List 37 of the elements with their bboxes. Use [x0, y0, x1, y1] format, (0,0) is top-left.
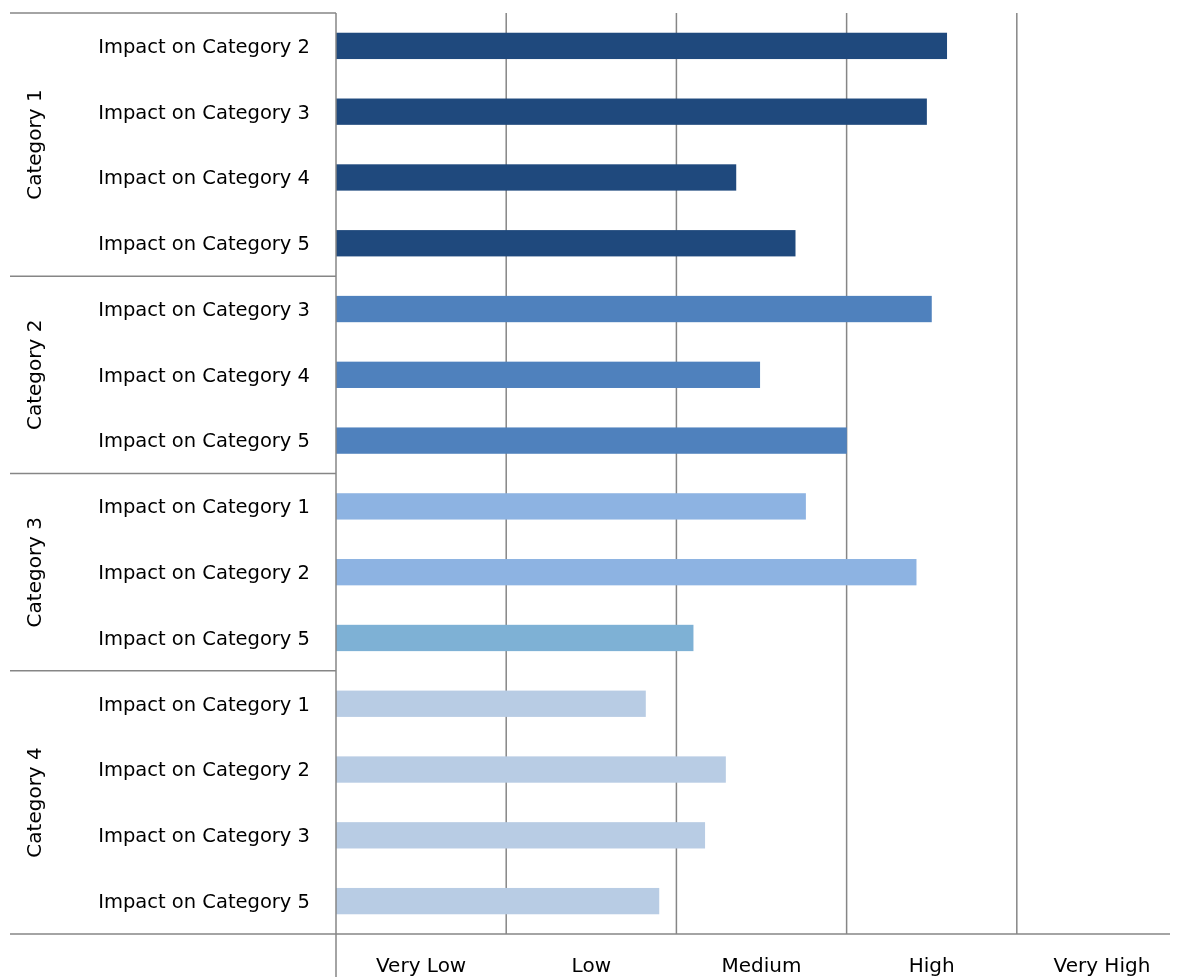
- y-tick-label: Impact on Category 3: [98, 100, 310, 124]
- y-tick-label: Impact on Category 2: [98, 34, 310, 58]
- bar: [336, 756, 726, 783]
- bar: [336, 493, 806, 520]
- y-tick-label: Impact on Category 5: [98, 232, 310, 256]
- text: Category 1: [22, 89, 46, 200]
- bar: [336, 361, 761, 388]
- bar: [336, 624, 694, 652]
- text: Category 2: [22, 319, 46, 431]
- y-tick-label: Impact on Category 5: [98, 429, 310, 453]
- y-tick-label: Impact on Category 3: [98, 297, 310, 321]
- text: Very High: [1053, 953, 1151, 977]
- bar: [336, 427, 847, 454]
- text: Very Low: [375, 953, 467, 977]
- text: Category 3: [22, 516, 46, 628]
- text: Medium: [721, 953, 802, 977]
- y-tick-label: Impact on Category 5: [98, 889, 310, 913]
- bar: [336, 822, 706, 849]
- text: High: [908, 953, 955, 977]
- y-tick-label: Impact on Category 5: [98, 626, 310, 650]
- bar: [336, 164, 737, 191]
- y-tick-label: Impact on Category 4: [98, 166, 310, 190]
- text: Category 4: [22, 747, 46, 858]
- y-tick-label: Impact on Category 1: [98, 495, 310, 519]
- bar: [336, 295, 932, 323]
- y-tick-label: Impact on Category 2: [98, 561, 310, 584]
- bar: [336, 887, 660, 915]
- bar: [336, 32, 948, 60]
- y-tick-label: Impact on Category 4: [98, 363, 310, 387]
- y-tick-label: Impact on Category 1: [98, 692, 310, 716]
- bar: [336, 230, 796, 257]
- bar: [336, 98, 927, 125]
- text: Low: [571, 953, 611, 977]
- bar: [336, 690, 646, 717]
- y-tick-label: Impact on Category 3: [98, 824, 310, 848]
- y-tick-label: Impact on Category 2: [98, 758, 310, 782]
- bar: [336, 559, 917, 586]
